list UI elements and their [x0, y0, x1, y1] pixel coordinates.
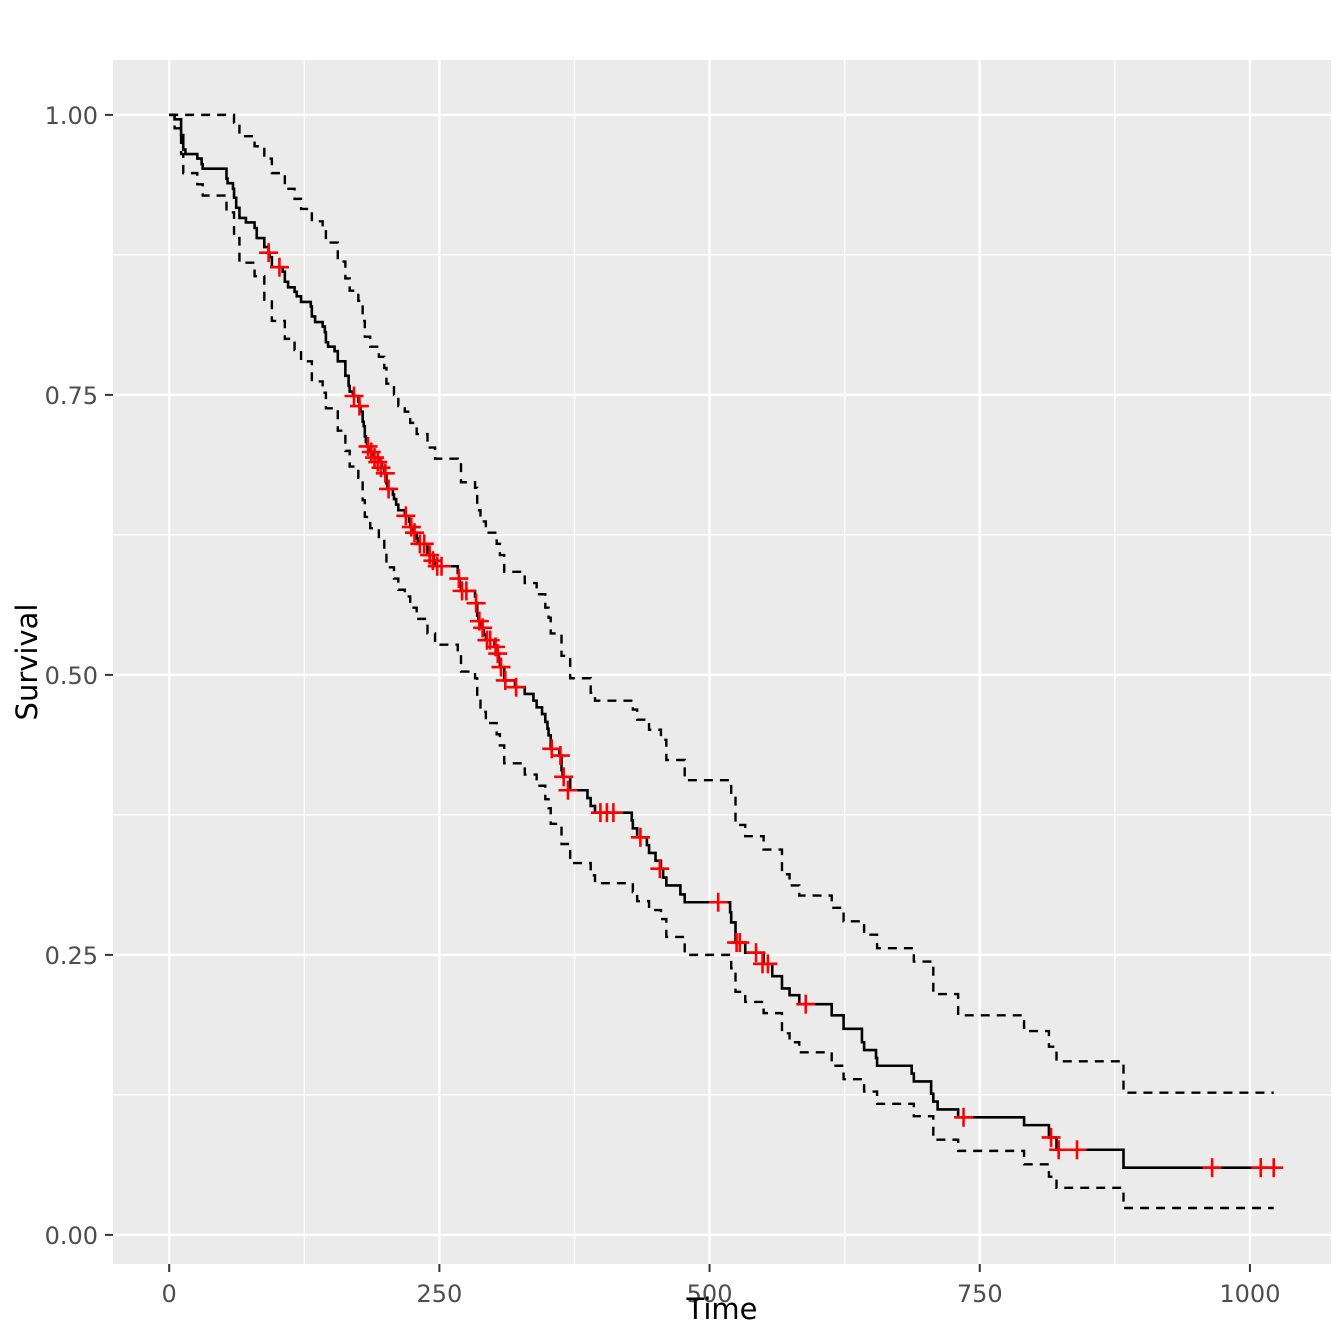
x-tick-label: 250: [416, 1280, 462, 1308]
y-axis-title: Survival: [10, 603, 44, 721]
y-tick-label: 0.25: [45, 942, 98, 970]
y-tick-label: 0.75: [45, 382, 98, 410]
plot-panel: [113, 60, 1331, 1264]
x-axis-title: Time: [686, 1292, 758, 1326]
x-tick-label: 1000: [1219, 1280, 1280, 1308]
ci-lower: [169, 113, 1274, 1210]
x-tick-label: 500: [687, 1280, 733, 1308]
x-tick-label: 0: [162, 1280, 177, 1308]
y-tick-label: 1.00: [45, 102, 98, 130]
ci-upper: [169, 113, 1274, 1094]
y-tick-label: 0.50: [45, 662, 98, 690]
y-tick-label: 0.00: [45, 1222, 98, 1250]
x-tick-label: 750: [957, 1280, 1003, 1308]
